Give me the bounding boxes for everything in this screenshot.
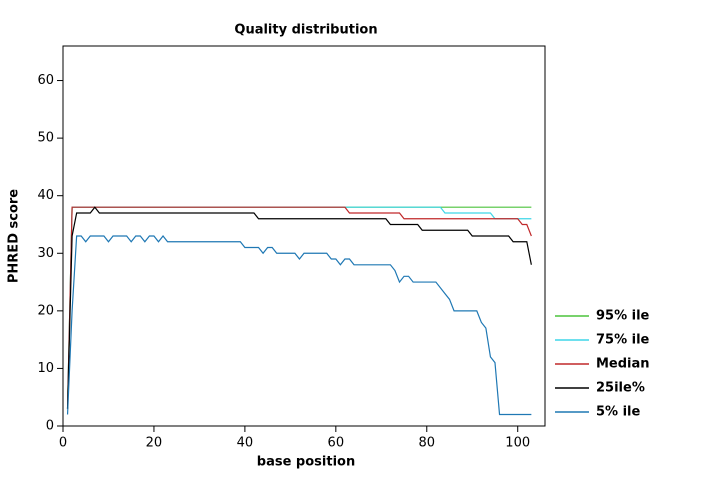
x-tick-label: 20 (146, 436, 163, 451)
chart-title: Quality distribution (234, 23, 377, 38)
x-tick-label: 0 (59, 436, 67, 451)
y-axis-label: PHRED score (7, 189, 22, 283)
legend-label: 75% ile (596, 333, 650, 348)
y-tick-label: 0 (46, 419, 54, 434)
series-line (66, 206, 532, 409)
series-line (66, 235, 532, 416)
x-tick-label: 60 (328, 436, 345, 451)
y-tick-label: 10 (37, 361, 54, 376)
x-tick-label: 40 (237, 436, 254, 451)
legend-label: 25ile% (596, 381, 645, 396)
y-tick-label: 30 (37, 246, 54, 261)
legend-label: Median (596, 357, 650, 372)
y-tick-label: 60 (37, 73, 54, 88)
y-tick-label: 50 (37, 131, 54, 146)
x-tick-label: 100 (505, 436, 530, 451)
plot-frame (62, 45, 546, 427)
y-tick-label: 20 (37, 303, 54, 318)
y-tick-label: 40 (37, 188, 54, 203)
legend-label: 5% ile (596, 405, 641, 420)
legend-label: 95% ile (596, 309, 650, 324)
x-tick-label: 80 (419, 436, 436, 451)
x-axis-label: base position (257, 455, 355, 470)
series-line (66, 206, 532, 409)
